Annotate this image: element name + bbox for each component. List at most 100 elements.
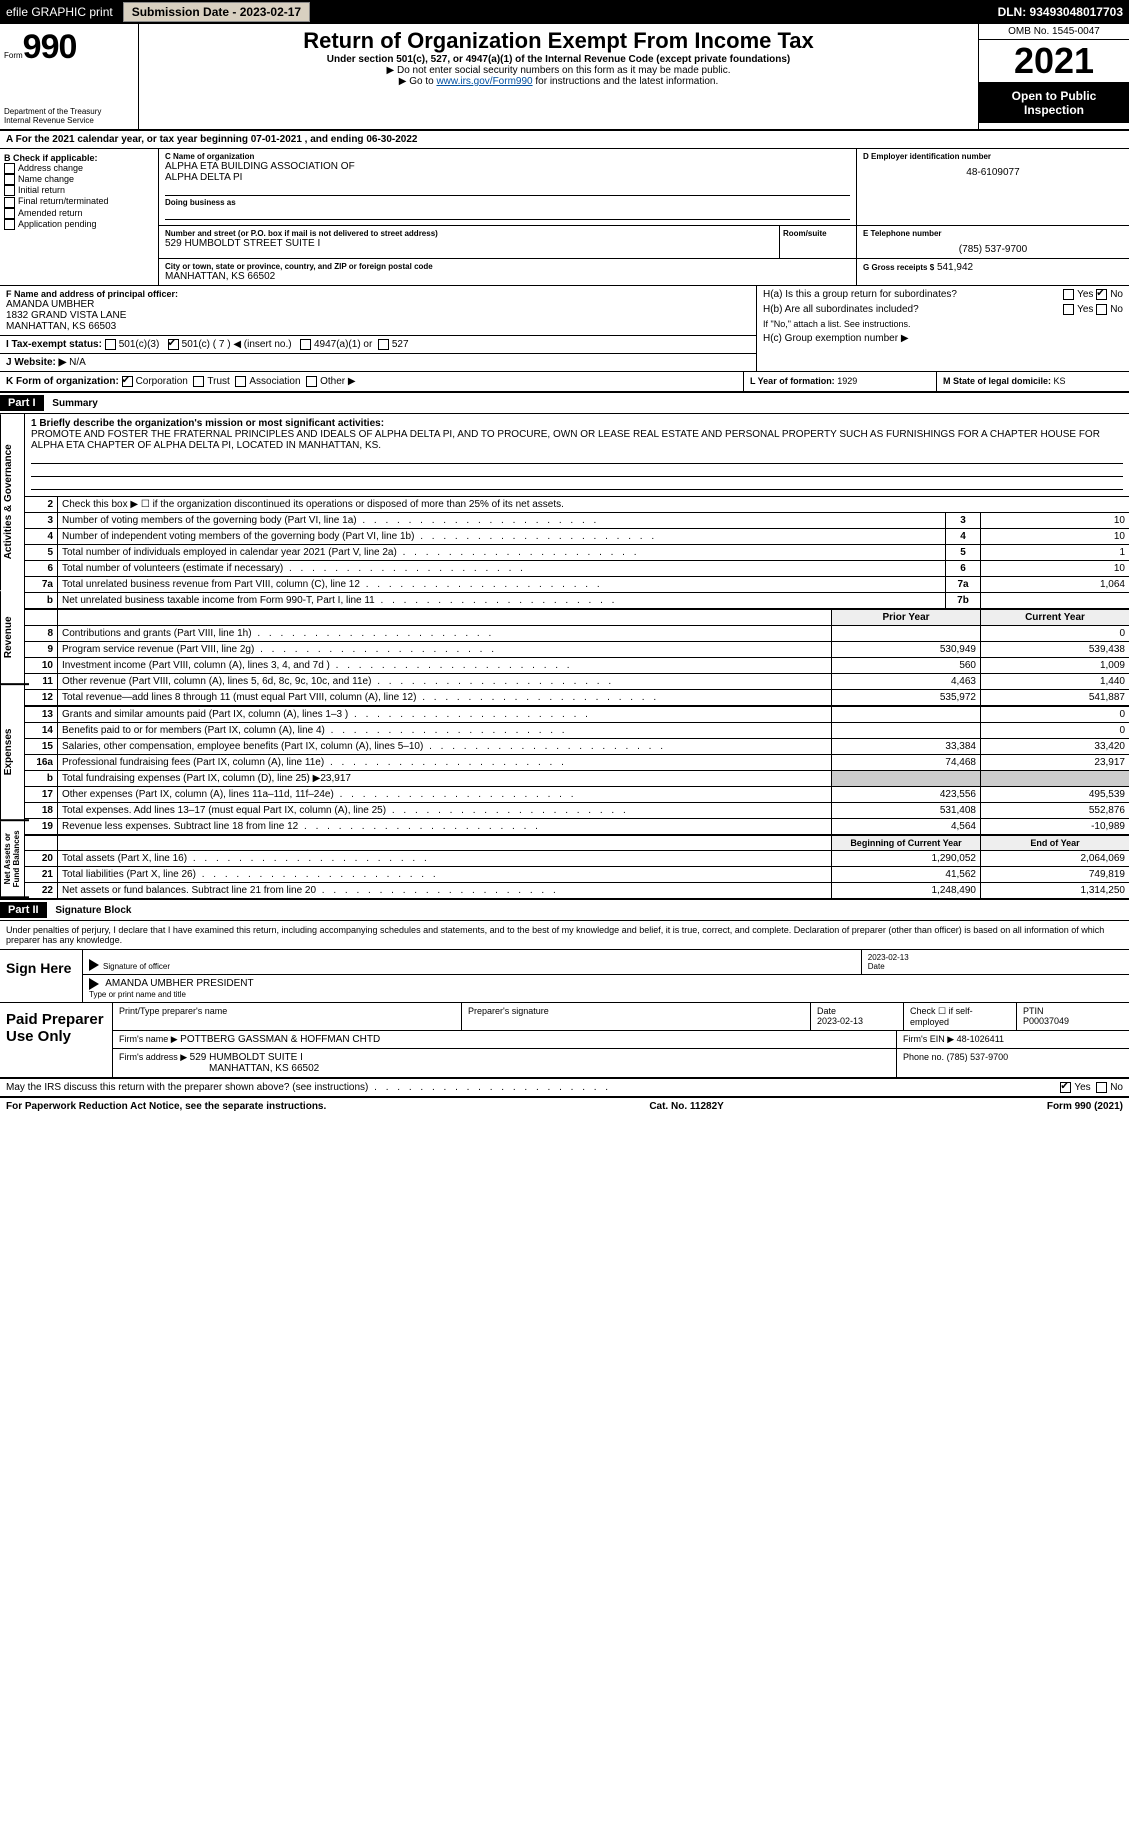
table-row: 15Salaries, other compensation, employee…	[25, 739, 1129, 755]
firm-phone-label: Phone no.	[903, 1052, 944, 1062]
ha-yes[interactable]	[1063, 289, 1074, 300]
state-domicile-value: KS	[1054, 376, 1066, 386]
mission-text: PROMOTE AND FOSTER THE FRATERNAL PRINCIP…	[31, 429, 1123, 451]
paid-preparer-block: Paid Preparer Use Only Print/Type prepar…	[0, 1003, 1129, 1079]
page-footer: For Paperwork Reduction Act Notice, see …	[0, 1098, 1129, 1115]
ssn-note: ▶ Do not enter social security numbers o…	[145, 65, 972, 76]
room-box: Room/suite	[780, 226, 857, 258]
arrow-icon	[89, 959, 99, 971]
chk-corp[interactable]	[122, 376, 133, 387]
dln-label: DLN: 93493048017703	[998, 5, 1123, 19]
governance-table: 2Check this box ▶ ☐ if the organization …	[25, 496, 1129, 608]
table-row: 19Revenue less expenses. Subtract line 1…	[25, 819, 1129, 835]
expenses-table: 13Grants and similar amounts paid (Part …	[25, 705, 1129, 834]
chk-501c3[interactable]	[105, 339, 116, 350]
e-label: E Telephone number	[863, 229, 1123, 238]
entity-block: B Check if applicable: Address change Na…	[0, 149, 1129, 286]
gross-receipts-value: 541,942	[937, 262, 973, 273]
col-cd: C Name of organization ALPHA ETA BUILDIN…	[159, 149, 1129, 285]
chk-name-change[interactable]: Name change	[4, 174, 154, 185]
year-formation-value: 1929	[837, 376, 857, 386]
preparer-sig-label: Preparer's signature	[462, 1003, 811, 1030]
chk-trust[interactable]	[193, 376, 204, 387]
table-row: 18Total expenses. Add lines 13–17 (must …	[25, 803, 1129, 819]
sign-body: Signature of officer 2023-02-13 Date AMA…	[83, 950, 1129, 1002]
officer-addr2: MANHATTAN, KS 66503	[6, 321, 750, 332]
efile-topbar: efile GRAPHIC print Submission Date - 20…	[0, 0, 1129, 24]
chk-final-return[interactable]: Final return/terminated	[4, 196, 154, 207]
part1-badge: Part I	[0, 395, 44, 411]
table-row: bTotal fundraising expenses (Part IX, co…	[25, 771, 1129, 787]
phone-box: E Telephone number (785) 537-9700	[857, 226, 1129, 258]
form-number: 990	[23, 28, 77, 66]
m-state: M State of legal domicile: KS	[937, 372, 1129, 391]
table-row: 17Other expenses (Part IX, column (A), l…	[25, 787, 1129, 803]
chk-4947[interactable]	[300, 339, 311, 350]
chk-initial-return[interactable]: Initial return	[4, 185, 154, 196]
side-revenue: Revenue	[0, 591, 29, 685]
firm-addr1: 529 HUMBOLDT SUITE I	[190, 1052, 303, 1063]
preparer-date-label: Date	[817, 1006, 897, 1016]
table-row: 5Total number of individuals employed in…	[25, 545, 1129, 561]
officer-print-name: AMANDA UMBHER PRESIDENT	[105, 978, 253, 989]
discuss-yes[interactable]	[1060, 1082, 1071, 1093]
city-label: City or town, state or province, country…	[165, 262, 850, 271]
sig-date-value: 2023-02-13	[868, 953, 1123, 962]
begin-year-hdr: Beginning of Current Year	[832, 835, 981, 851]
prior-current-header: Prior Year Current Year	[25, 609, 1129, 626]
ha-no[interactable]	[1096, 289, 1107, 300]
end-year-hdr: End of Year	[981, 835, 1129, 851]
form-title: Return of Organization Exempt From Incom…	[145, 28, 972, 54]
c-label: C Name of organization	[165, 152, 850, 161]
chk-address-change[interactable]: Address change	[4, 163, 154, 174]
begin-end-header: Beginning of Current Year End of Year	[25, 835, 1129, 851]
h-a-row: H(a) Is this a group return for subordin…	[763, 289, 1123, 300]
chk-501c[interactable]	[168, 339, 179, 350]
table-row: 9Program service revenue (Part VIII, lin…	[25, 642, 1129, 658]
table-row: 8Contributions and grants (Part VIII, li…	[25, 626, 1129, 642]
chk-other[interactable]	[306, 376, 317, 387]
irs-link[interactable]: www.irs.gov/Form990	[436, 76, 532, 87]
addr-box: Number and street (or P.O. box if mail i…	[159, 226, 780, 258]
officer-name: AMANDA UMBHER	[6, 299, 750, 310]
l-year: L Year of formation: 1929	[744, 372, 937, 391]
year-box: OMB No. 1545-0047 2021 Open to Public In…	[978, 24, 1129, 129]
part1-title: Summary	[46, 398, 98, 409]
chk-assoc[interactable]	[235, 376, 246, 387]
table-row: 6Total number of volunteers (estimate if…	[25, 561, 1129, 577]
ptin-value: P00037049	[1023, 1016, 1123, 1026]
mission-block: 1 Briefly describe the organization's mi…	[25, 414, 1129, 496]
j-label: J Website: ▶	[6, 357, 66, 368]
dept-label: Department of the Treasury	[4, 107, 134, 116]
open-public-badge: Open to Public Inspection	[979, 83, 1129, 123]
chk-527[interactable]	[378, 339, 389, 350]
self-employed-check[interactable]: Check ☐ if self-employed	[904, 1003, 1017, 1030]
table-row: 7aTotal unrelated business revenue from …	[25, 577, 1129, 593]
h-c-row: H(c) Group exemption number ▶	[763, 333, 1123, 344]
hb-no[interactable]	[1096, 304, 1107, 315]
hb-yes[interactable]	[1063, 304, 1074, 315]
firm-name-value: POTTBERG GASSMAN & HOFFMAN CHTD	[180, 1034, 380, 1045]
footer-left: For Paperwork Reduction Act Notice, see …	[6, 1101, 326, 1112]
f-officer-box: F Name and address of principal officer:…	[0, 286, 756, 336]
k-label: K Form of organization:	[6, 376, 119, 387]
goto-note: ▶ Go to www.irs.gov/Form990 for instruct…	[145, 76, 972, 87]
row-a-tax-year: A For the 2021 calendar year, or tax yea…	[0, 131, 1129, 149]
part2-title: Signature Block	[49, 905, 131, 916]
table-row: 4Number of independent voting members of…	[25, 529, 1129, 545]
chk-application-pending[interactable]: Application pending	[4, 219, 154, 230]
dba-label: Doing business as	[165, 198, 850, 207]
g-label: G Gross receipts $	[863, 263, 934, 272]
website-value: N/A	[69, 357, 86, 368]
j-website: J Website: ▶ N/A	[0, 354, 756, 371]
discuss-no[interactable]	[1096, 1082, 1107, 1093]
submission-date-button[interactable]: Submission Date - 2023-02-17	[123, 2, 310, 22]
part1-header: Part I Summary	[0, 393, 1129, 414]
prior-year-hdr: Prior Year	[832, 609, 981, 626]
ein-value: 48-6109077	[863, 167, 1123, 178]
tax-year: 2021	[979, 40, 1129, 83]
form-number-box: Form990 Department of the Treasury Inter…	[0, 24, 139, 129]
chk-amended[interactable]: Amended return	[4, 208, 154, 219]
col-f-i-j: F Name and address of principal officer:…	[0, 286, 757, 371]
paid-preparer-label: Paid Preparer Use Only	[0, 1003, 113, 1077]
